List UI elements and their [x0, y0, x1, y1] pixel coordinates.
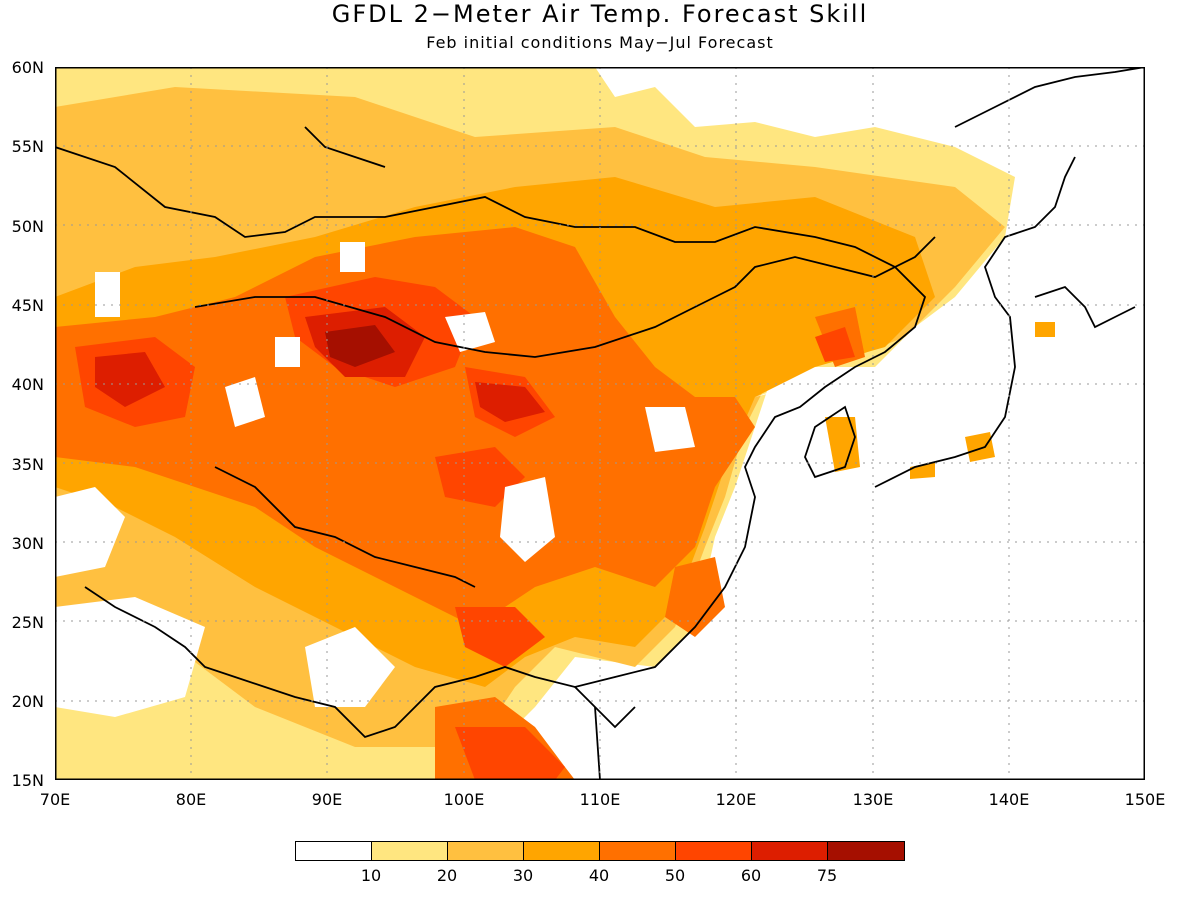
colorbar-label-30: 30 [512, 866, 534, 885]
colorbar-bin-3 [523, 841, 600, 861]
graticule [55, 67, 1145, 780]
coastlines-borders [55, 67, 1145, 780]
lon-label-150e: 150E [1124, 790, 1166, 809]
lon-label-130e: 130E [852, 790, 894, 809]
colorbar-label-60: 60 [740, 866, 762, 885]
colorbar-bin-2 [447, 841, 524, 861]
colorbar-label-20: 20 [436, 866, 458, 885]
lat-label-40n: 40N [11, 375, 44, 394]
colorbar-label-75: 75 [816, 866, 838, 885]
lat-label-35n: 35N [11, 455, 44, 474]
lon-label-140e: 140E [988, 790, 1030, 809]
lon-label-70e: 70E [39, 790, 71, 809]
lat-label-30n: 30N [11, 534, 44, 553]
map-subtitle: Feb initial conditions May−Jul Forecast [426, 33, 774, 52]
lat-label-20n: 20N [11, 692, 44, 711]
lon-label-120e: 120E [715, 790, 757, 809]
colorbar-bin-1 [371, 841, 448, 861]
map-title: GFDL 2−Meter Air Temp. Forecast Skill [331, 0, 869, 28]
lon-label-80e: 80E [175, 790, 207, 809]
lon-label-110e: 110E [579, 790, 621, 809]
skill-shading [55, 67, 1145, 780]
lon-label-100e: 100E [443, 790, 485, 809]
lat-label-50n: 50N [11, 217, 44, 236]
lat-label-55n: 55N [11, 137, 44, 156]
lat-label-25n: 25N [11, 613, 44, 632]
colorbar-bin-7 [827, 841, 905, 861]
colorbar-label-50: 50 [664, 866, 686, 885]
colorbar-label-40: 40 [588, 866, 610, 885]
lat-label-60n: 60N [11, 58, 44, 77]
skill-map-svg [55, 67, 1145, 780]
lat-label-45n: 45N [11, 296, 44, 315]
colorbar-bin-0 [295, 841, 372, 861]
colorbar-label-10: 10 [360, 866, 382, 885]
lat-label-15n: 15N [11, 771, 44, 790]
colorbar-bin-4 [599, 841, 676, 861]
colorbar-bin-5 [675, 841, 752, 861]
map-frame [55, 67, 1145, 780]
colorbar-bin-6 [751, 841, 828, 861]
lon-label-90e: 90E [311, 790, 343, 809]
map-plot-area [55, 67, 1145, 780]
colorbar [295, 841, 905, 861]
